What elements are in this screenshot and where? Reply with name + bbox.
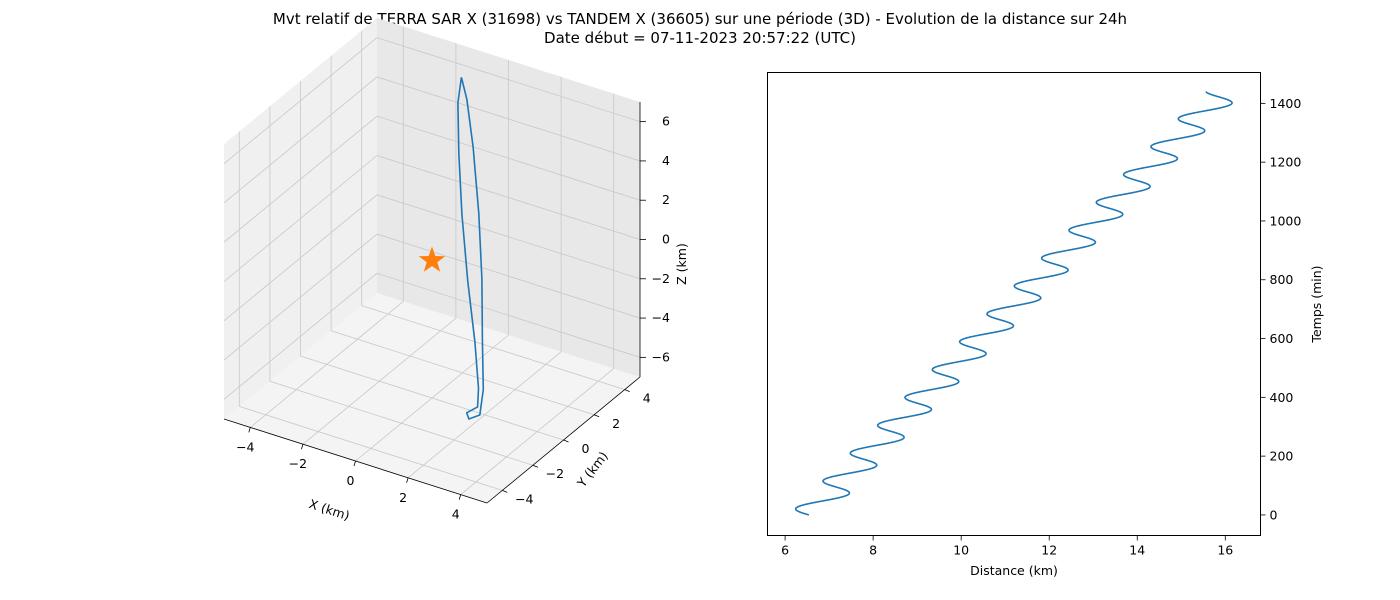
y-tick-mark: [563, 439, 569, 443]
y-tick-label: 400: [1270, 390, 1294, 405]
x-tick-label: 2: [399, 490, 407, 505]
y-tick-mark: [593, 414, 600, 418]
y-tick-label: 600: [1270, 331, 1294, 346]
side-gridline-z: [223, 194, 378, 322]
back-gridline-z: [376, 115, 641, 201]
back-gridline-z: [376, 194, 641, 280]
relative-motion-3d-chart: −4 −2 0 2 4 −4 −2 0 2 4 −6 −4 −2 0 2 4 6 X (km) Y (km) Z…: [223, 18, 689, 523]
series-group: [418, 77, 485, 420]
x-tick-mark: [353, 460, 356, 467]
y-tick-mark: [502, 490, 508, 493]
plot-frame: [767, 72, 1261, 536]
x-tick-label: 16: [1217, 543, 1233, 558]
relative-orbit-line: [457, 77, 485, 420]
z-tick-label: 4: [662, 153, 670, 168]
z-tick-label: 2: [662, 192, 670, 207]
z-tick-label: −2: [652, 271, 670, 286]
side-gridline-z: [223, 76, 378, 204]
figure-title: Mvt relatif de TERRA SAR X (31698) vs TA…: [0, 10, 1400, 48]
x-tick-label: 0: [347, 473, 355, 488]
y-tick-label: 200: [1270, 449, 1294, 464]
y-tick-label: 1000: [1270, 213, 1302, 228]
side-gridline-z: [223, 155, 378, 282]
z-tick-label: 6: [662, 114, 670, 129]
side-gridline-z: [223, 233, 378, 361]
back-gridline-z: [376, 37, 641, 123]
y-tick-mark: [624, 389, 630, 392]
x-tick-label: −4: [236, 439, 254, 454]
floor-gridline-y: [269, 380, 534, 466]
distance-series-line: [794, 91, 1233, 516]
side-gridline-z: [223, 273, 378, 400]
side-gridline-z: [223, 115, 378, 243]
floor-gridline-y: [300, 355, 564, 441]
x-tick-label: 14: [1129, 543, 1145, 558]
grid-group: [223, 26, 641, 495]
y-tick-label: 1200: [1270, 155, 1302, 170]
back-gridline-z: [376, 76, 641, 162]
back-gridline-z: [376, 155, 641, 240]
x-tick-label: −2: [289, 456, 307, 471]
tick-group: 6 8 10 12 14 16 0 200 400 600 800 1000 1200 1400: [781, 96, 1301, 558]
axes-group: −4 −2 0 2 4 −4 −2 0 2 4 −6 −4 −2 0 2 4 6: [223, 102, 670, 522]
y-tick-mark: [532, 464, 539, 468]
z-tick-label: −6: [652, 349, 670, 364]
x-tick-mark: [301, 444, 304, 450]
x-tick-mark: [458, 494, 462, 500]
floor-gridline-y: [361, 305, 625, 390]
y-tick-label: 2: [612, 416, 620, 431]
y-tick-label: 800: [1270, 272, 1294, 287]
x-tick-label: 8: [869, 543, 877, 558]
floor-gridline-y: [239, 406, 503, 491]
y-tick-label: 0: [582, 441, 590, 456]
x-axis-label: X (km): [307, 496, 351, 523]
side-gridline-z: [223, 37, 378, 164]
x-tick-label: 6: [781, 543, 789, 558]
y-tick-label: −4: [515, 491, 533, 506]
title-line-1: Mvt relatif de TERRA SAR X (31698) vs TA…: [272, 10, 1128, 28]
x-tick-label: 10: [953, 543, 969, 558]
title-line-2: Date début = 07-11-2023 20:57:22 (UTC): [544, 29, 856, 47]
z-tick-label: −4: [652, 310, 670, 325]
z-tick-label: 0: [662, 232, 670, 247]
y-axis-label: Y (km): [573, 449, 611, 491]
floor-gridline-y: [330, 330, 595, 416]
x-tick-mark: [406, 477, 409, 483]
x-axis-label: Distance (km): [970, 563, 1058, 578]
x-tick-mark: [248, 427, 251, 433]
x-tick-label: 4: [452, 507, 460, 522]
y-axis-label: Temps (min): [1309, 265, 1324, 343]
y-tick-label: 4: [643, 391, 651, 406]
x-tick-label: 12: [1041, 543, 1057, 558]
y-tick-label: 0: [1270, 507, 1278, 522]
origin-star-marker: [418, 246, 446, 272]
back-gridline-z: [376, 233, 641, 319]
y-tick-label: 1400: [1270, 96, 1302, 111]
y-tick-label: −2: [546, 466, 564, 481]
back-gridline-z: [376, 272, 641, 358]
z-axis-label: Z (km): [674, 243, 689, 285]
